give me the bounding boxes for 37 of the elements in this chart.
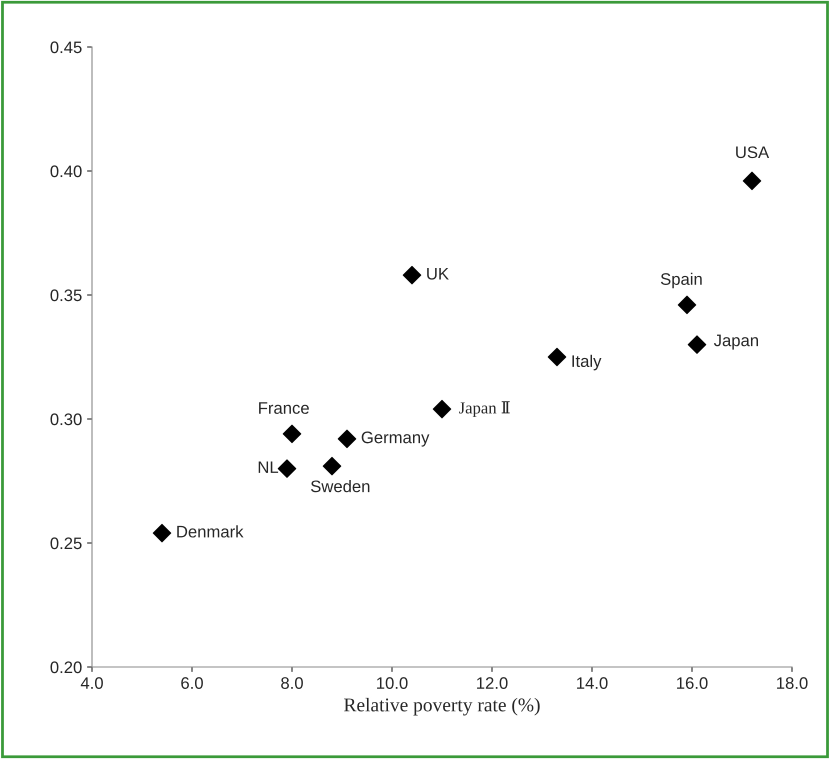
x-tick-label: 8.0 — [281, 677, 303, 689]
point — [402, 266, 422, 284]
x-tick-label: 12.0 — [477, 677, 508, 689]
point — [282, 424, 302, 444]
annotation: Japan Ⅱ — [459, 401, 510, 417]
point — [678, 296, 696, 314]
point — [338, 430, 356, 448]
y-tick-label: 0.30 — [50, 413, 82, 426]
point — [322, 456, 342, 476]
x-tick-label: 10.0 — [377, 677, 408, 689]
annotation: Italy — [572, 354, 602, 370]
x-tick-label: 16.0 — [677, 677, 708, 689]
point — [548, 348, 566, 366]
annotation: Japan — [714, 334, 758, 350]
x-tick-label: 4.0 — [80, 677, 103, 689]
y-tick-label: 0.45 — [50, 41, 82, 54]
y-tick-label: 0.40 — [50, 165, 82, 178]
y-tick-label: 0.35 — [50, 289, 82, 302]
annotation: NL — [258, 461, 278, 473]
y-tick-label: 0.25 — [50, 537, 82, 550]
point — [432, 400, 452, 418]
annotation: France — [259, 402, 309, 414]
annotation: Sweden — [310, 480, 370, 492]
annotation: Denmark — [177, 525, 244, 538]
point — [278, 459, 296, 478]
point — [688, 335, 706, 354]
point — [742, 172, 762, 190]
x-tick-label: 14.0 — [577, 677, 608, 689]
annotation: Spain — [660, 272, 702, 288]
annotation: USA — [736, 146, 770, 158]
annotation: UK — [427, 268, 449, 280]
annotation: Germany — [362, 432, 430, 447]
x-tick-label: 18.0 — [777, 677, 808, 689]
point — [152, 524, 172, 542]
y-tick-label: 0.20 — [50, 661, 82, 674]
x-tick-label: 6.0 — [181, 677, 203, 689]
x-axis-title: Relative poverty rate (%) — [344, 698, 540, 716]
